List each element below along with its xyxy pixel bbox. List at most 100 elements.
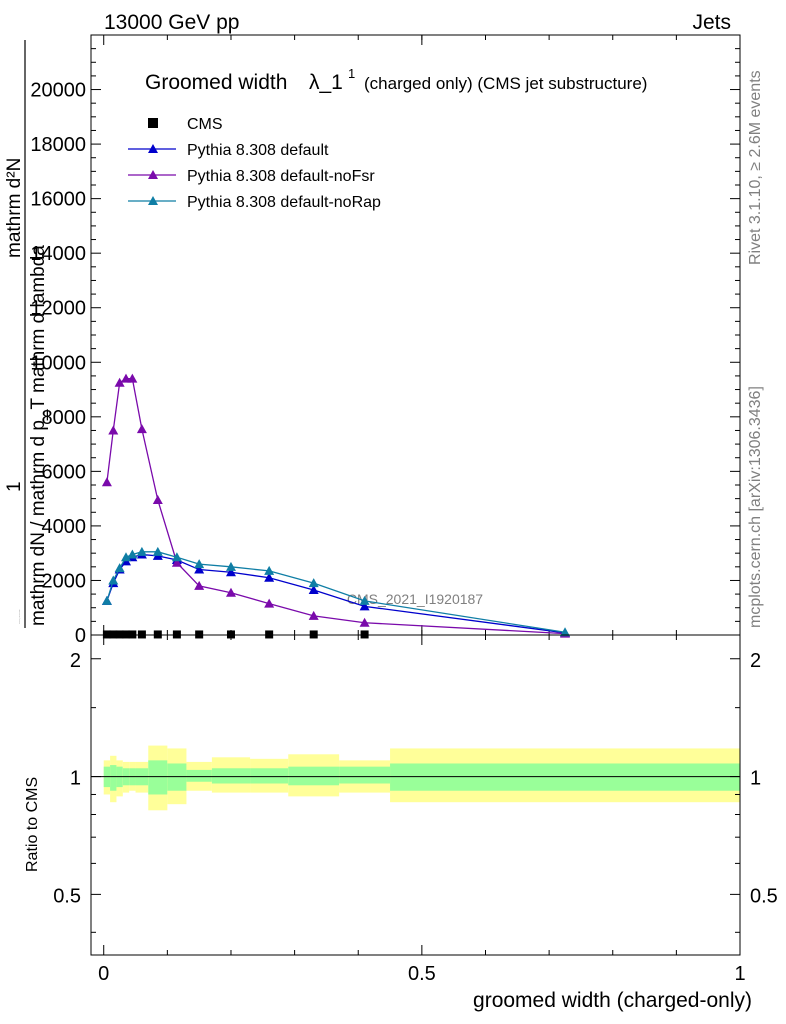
series-point: [136, 424, 147, 434]
main-y-tick-label: 0: [75, 625, 86, 647]
cms-data-point: [195, 630, 204, 639]
ratio-y-label: Ratio to CMS: [24, 777, 41, 872]
ratio-y-tick-label: 1: [70, 768, 81, 790]
ratio-stat-uncertainty: [211, 768, 251, 784]
cms-data-point: [109, 630, 118, 639]
series-point: [101, 595, 112, 605]
main-y-tick-label: 14000: [30, 243, 86, 265]
series-point: [194, 580, 205, 590]
cms-data-point: [102, 630, 111, 639]
legend-marker: [148, 144, 158, 153]
series-point: [264, 598, 275, 608]
series-point: [171, 552, 182, 562]
cms-data-point: [121, 630, 130, 639]
series-point: [225, 567, 236, 577]
series-point: [560, 627, 571, 637]
cms-data-point: [115, 630, 124, 639]
legend-label: CMS: [187, 116, 223, 133]
legend-label: Pythia 8.308 default: [187, 142, 329, 159]
ratio-stat-uncertainty: [250, 768, 289, 784]
y-label-denominator-2: mathrm d p_T mathrm d lambda: [18, 609, 21, 624]
ratio-stat-uncertainty: [186, 769, 212, 782]
series-point: [114, 377, 125, 387]
plot-title-main: Groomed width: [145, 71, 287, 94]
plot-title-superscript: 1: [348, 66, 355, 81]
main-y-tick-label: 12000: [30, 298, 86, 320]
y-label-numerator: 1: [4, 481, 25, 492]
series-point: [194, 559, 205, 569]
series-point: [127, 373, 138, 383]
cms-data-point: [309, 630, 318, 639]
ratio-y-tick-label-right: 1: [750, 768, 761, 790]
ratio-stat-uncertainty: [339, 766, 391, 784]
series-line: [106, 377, 566, 635]
series-point: [120, 373, 131, 383]
series-point: [308, 610, 319, 620]
ratio-y-tick-label-right: 0.5: [750, 885, 778, 907]
series-point: [264, 565, 275, 575]
ratio-plot-panel: 0.5 0.5 1 1 2 2 0 0.5 1: [53, 634, 778, 985]
x-axis-label: groomed width (charged-only): [473, 989, 752, 1012]
cms-data-point: [128, 630, 137, 639]
series-point: [108, 575, 119, 585]
header-left-label: 13000 GeV pp: [104, 11, 239, 34]
main-y-tick-label: 18000: [30, 134, 86, 156]
cms-data-point: [172, 630, 181, 639]
series-point: [152, 546, 163, 556]
main-y-tick-label: 6000: [42, 461, 87, 483]
header-right-label: Jets: [692, 11, 731, 34]
plot-title-symbol: λ_1: [309, 71, 343, 94]
series-point: [359, 601, 370, 611]
main-y-axis-label: mathrm d²N 1 mathrm dN / mathrm d p_T ma…: [4, 40, 49, 628]
main-plot-panel: 0 2000 4000 6000 8000 10000 12000 14000 16000 180…: [30, 34, 741, 647]
main-y-tick-label: 20000: [30, 80, 86, 102]
series-point: [359, 617, 370, 627]
main-y-tick-label: 10000: [30, 352, 86, 374]
series-point: [225, 587, 236, 597]
series-point: [114, 563, 125, 573]
ratio-bands: [103, 745, 740, 811]
ratio-y-tick-label-right: 2: [750, 650, 761, 672]
legend-label: Pythia 8.308 default-noFsr: [187, 168, 375, 185]
main-y-tick-label: 2000: [42, 570, 87, 592]
series-point: [152, 495, 163, 504]
x-tick-label: 1: [734, 963, 745, 985]
series-point: [308, 585, 319, 594]
main-y-tick-label: 4000: [42, 516, 87, 538]
series-point: [101, 477, 112, 487]
legend: CMS Pythia 8.308 default Pythia 8.308 defa…: [128, 116, 381, 211]
y-label-numerator-top: mathrm d²N: [4, 158, 25, 258]
series-point: [108, 425, 119, 435]
main-series-group: [101, 373, 571, 639]
cms-data-point: [153, 630, 162, 639]
ratio-y-tick-label: 2: [70, 650, 81, 672]
y-label-denominator-1: mathrm dN / mathrm d p_T mathrm d lambda: [28, 245, 49, 626]
legend-marker: [148, 196, 158, 205]
series-point: [120, 552, 131, 562]
ratio-x-axis: 0 0.5 1: [98, 635, 746, 985]
series-point: [127, 549, 138, 559]
ratio-stat-uncertainty: [110, 765, 117, 791]
x-tick-label: 0.5: [408, 963, 436, 985]
main-y-tick-label: 8000: [42, 407, 87, 429]
series-point: [308, 578, 319, 588]
legend-marker: [148, 170, 158, 179]
series-point: [225, 561, 236, 571]
cms-data-point: [137, 630, 146, 639]
ratio-stat-uncertainty: [288, 766, 340, 786]
series-point: [264, 572, 275, 582]
rivet-credit: Rivet 3.1.10, ≥ 2.6M events: [747, 70, 764, 265]
cms-data-point: [226, 630, 235, 639]
cms-data-point: [265, 630, 274, 639]
cms-data-point: [360, 630, 369, 639]
ratio-stat-uncertainty: [148, 760, 168, 795]
main-y-tick-label: 16000: [30, 189, 86, 211]
series-point: [136, 546, 147, 556]
ratio-stat-uncertainty: [167, 763, 187, 791]
series-point: [171, 557, 182, 567]
series-point: [194, 564, 205, 574]
main-y-axis: 0 2000 4000 6000 8000 10000 12000 14000 16000 180…: [30, 35, 741, 647]
ratio-stat-uncertainty: [390, 763, 740, 791]
ratio-y-tick-label: 0.5: [53, 885, 81, 907]
